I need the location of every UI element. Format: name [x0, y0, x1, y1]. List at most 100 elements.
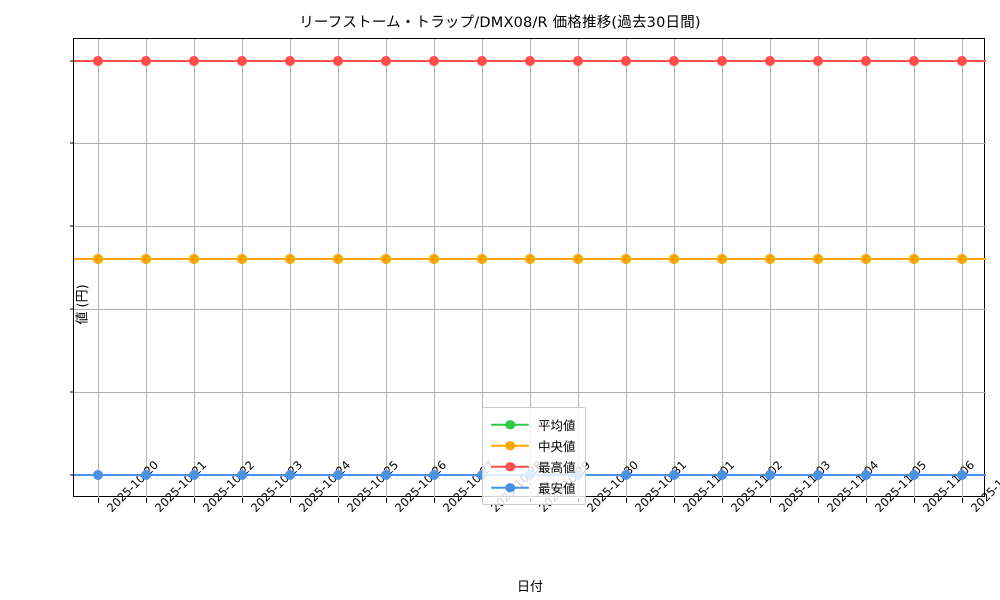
x-tick-label: 2025-10-24	[296, 458, 353, 515]
data-point-marker	[525, 254, 535, 265]
data-point-marker	[813, 254, 823, 265]
gridline-vertical	[146, 39, 147, 498]
gridline-vertical	[578, 39, 579, 498]
y-tick-mark	[69, 142, 74, 144]
y-tick-mark	[69, 225, 74, 227]
chart-legend: 平均値中央値最高値最安値	[482, 407, 586, 505]
legend-label: 最安値	[538, 481, 576, 496]
data-point-marker	[429, 254, 439, 265]
y-axis-label: 値 (円)	[75, 284, 91, 325]
data-point-marker	[957, 469, 967, 480]
gridline-vertical	[338, 39, 339, 498]
x-tick-label: 2025-10-30	[584, 458, 641, 515]
x-tick-label: 2025-11-05	[872, 458, 929, 515]
legend-label: 中央値	[538, 439, 576, 454]
x-tick-label: 2025-10-23	[248, 458, 305, 515]
data-point-marker	[285, 55, 295, 66]
x-tick-mark	[866, 498, 867, 503]
x-tick-mark	[242, 498, 243, 503]
y-tick-mark	[69, 308, 74, 310]
x-tick-mark	[98, 498, 99, 503]
x-tick-label: 2025-11-04	[824, 458, 881, 515]
x-tick-label: 2025-11-01	[680, 458, 737, 515]
data-point-marker	[669, 55, 679, 66]
x-tick-mark	[962, 498, 963, 503]
data-point-marker	[765, 469, 775, 480]
x-tick-label: 2025-10-31	[632, 458, 689, 515]
x-axis-label: 日付	[516, 580, 543, 595]
data-point-marker	[381, 469, 391, 480]
data-point-marker	[333, 55, 343, 66]
x-tick-mark	[386, 498, 387, 503]
x-tick-label: 2025-11-02	[728, 458, 785, 515]
legend-swatch-icon	[491, 481, 529, 495]
x-tick-label: 2025-10-22	[200, 458, 257, 515]
legend-item[interactable]: 最高値	[491, 456, 576, 477]
data-point-marker	[477, 254, 487, 265]
data-point-marker	[93, 469, 103, 480]
x-tick-mark	[626, 498, 627, 503]
x-tick-label: 2025-10-29	[536, 458, 593, 515]
data-point-marker	[861, 469, 871, 480]
data-point-marker	[237, 254, 247, 265]
data-point-marker	[813, 55, 823, 66]
data-point-marker	[333, 254, 343, 265]
data-point-marker	[381, 254, 391, 265]
gridline-vertical	[434, 39, 435, 498]
data-point-marker	[573, 254, 583, 265]
gridline-vertical	[482, 39, 483, 498]
gridline-vertical	[194, 39, 195, 498]
x-tick-label: 2025-10-28	[488, 458, 545, 515]
legend-swatch-icon	[491, 460, 529, 474]
gridline-vertical	[770, 39, 771, 498]
plot-area: 75808590951002025-10-202025-10-212025-10…	[69, 38, 1000, 595]
legend-item[interactable]: 平均値	[491, 414, 576, 435]
x-tick-label: 2025-10-26	[392, 458, 449, 515]
gridline-vertical	[818, 39, 819, 498]
x-tick-label: 2025-11-06	[920, 458, 977, 515]
x-tick-mark	[338, 498, 339, 503]
data-point-marker	[909, 469, 919, 480]
data-point-marker	[141, 254, 151, 265]
data-point-marker	[189, 55, 199, 66]
legend-item[interactable]: 最安値	[491, 477, 576, 498]
data-point-marker	[237, 55, 247, 66]
x-tick-label: 2025-10-25	[344, 458, 401, 515]
x-tick-mark	[146, 498, 147, 503]
legend-item[interactable]: 中央値	[491, 435, 576, 456]
data-point-marker	[909, 55, 919, 66]
x-tick-mark	[722, 498, 723, 503]
legend-swatch-icon	[491, 418, 529, 432]
data-point-marker	[765, 55, 775, 66]
chart-title: リーフストーム・トラップ/DMX08/R 価格推移(過去30日間)	[299, 15, 701, 31]
gridline-vertical	[242, 39, 243, 498]
data-point-marker	[861, 55, 871, 66]
data-point-marker	[669, 469, 679, 480]
gridline-vertical	[386, 39, 387, 498]
data-point-marker	[189, 254, 199, 265]
gridline-vertical	[962, 39, 963, 498]
data-point-marker	[285, 254, 295, 265]
data-point-marker	[189, 469, 199, 480]
data-point-marker	[93, 254, 103, 265]
x-tick-label: 2025-10-21	[152, 458, 209, 515]
data-point-marker	[525, 55, 535, 66]
x-tick-mark	[434, 498, 435, 503]
data-point-marker	[285, 469, 295, 480]
x-tick-mark	[674, 498, 675, 503]
x-tick-mark	[770, 498, 771, 503]
x-tick-label: 2025-10-27	[440, 458, 497, 515]
x-tick-label: 2025-11-03	[776, 458, 833, 515]
data-point-marker	[717, 254, 727, 265]
x-tick-mark	[290, 498, 291, 503]
x-tick-label: 2025-10-20	[104, 458, 161, 515]
gridline-vertical	[914, 39, 915, 498]
x-tick-label: 2025-11-07	[968, 458, 1000, 515]
data-point-marker	[909, 254, 919, 265]
data-point-marker	[573, 55, 583, 66]
data-point-marker	[957, 55, 967, 66]
data-point-marker	[861, 254, 871, 265]
y-tick-mark	[69, 60, 74, 62]
x-tick-mark	[914, 498, 915, 503]
